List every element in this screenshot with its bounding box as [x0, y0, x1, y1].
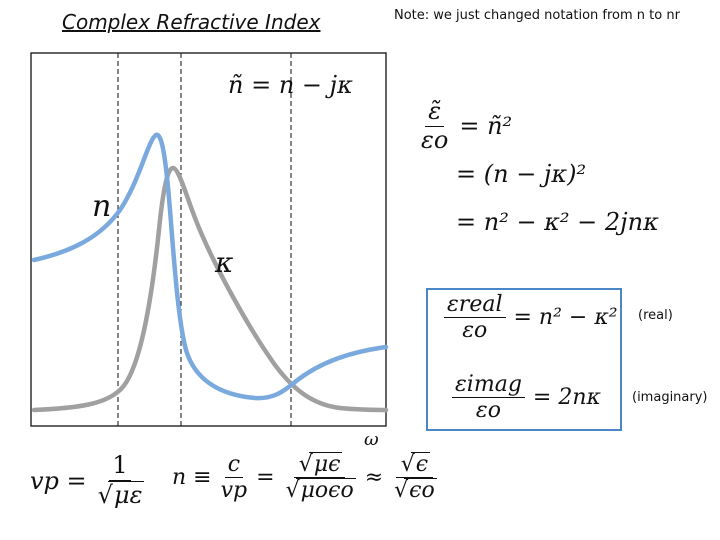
n-den-2: μoϵo: [295, 478, 356, 503]
imag-rhs: = 2nκ: [532, 385, 601, 411]
kappa-curve-label: κ: [214, 246, 233, 279]
refractive-index-definition: n ≡ c vp = μϵ μoϵo ≈ ϵ ϵo: [172, 452, 440, 504]
notation-note: Note: we just changed notation from n to…: [394, 8, 680, 23]
ratio-numerator: ε̃: [425, 97, 445, 127]
results-box: [426, 288, 622, 431]
n-den-3: ϵo: [404, 478, 437, 503]
imag-denominator: εo: [475, 398, 501, 424]
equals-sign: =: [256, 465, 275, 491]
n-den-1: vp: [220, 478, 248, 504]
slide-title: Complex Refractive Index: [62, 10, 321, 34]
refractive-index-plot: ñ = n − jκ n κ ω: [30, 52, 389, 450]
imaginary-label: (imaginary): [632, 390, 708, 405]
real-label: (real): [638, 308, 673, 323]
permittivity-ratio: ε̃ εo: [418, 97, 451, 154]
n-curve-label: n: [92, 189, 111, 224]
real-numerator: εreal: [444, 292, 506, 319]
permittivity-derivation: ε̃ εo = ñ²: [418, 97, 513, 154]
ratio-denominator: εo: [421, 125, 449, 154]
derivation-line-3: = n² − κ² − 2jnκ: [456, 208, 659, 236]
n-num-1: c: [224, 452, 244, 479]
n-lhs: n ≡: [172, 465, 212, 491]
real-rhs: = n² − κ²: [513, 305, 618, 331]
plot-frame: [30, 52, 387, 427]
phase-velocity-equation: vp = 1 με: [30, 451, 147, 509]
x-axis-label: ω: [364, 429, 379, 450]
vp-numerator: 1: [109, 451, 131, 481]
n-curve: [31, 132, 389, 401]
n-num-3: ϵ: [410, 452, 431, 477]
kappa-curve: [31, 165, 389, 413]
vp-denominator: με: [107, 480, 145, 508]
imag-numerator: εimag: [452, 372, 525, 399]
imag-part-equation: εimag εo = 2nκ: [452, 372, 601, 424]
n-num-2: μϵ: [308, 452, 343, 477]
complex-index-equation: ñ = n − jκ: [228, 71, 353, 99]
derivation-line-1: = ñ²: [459, 112, 513, 141]
derivation-line-2: = (n − jκ)²: [456, 160, 587, 188]
approx-sign: ≈: [364, 465, 384, 491]
real-denominator: εo: [462, 318, 488, 344]
real-part-equation: εreal εo = n² − κ²: [444, 292, 618, 344]
vp-lhs: vp =: [30, 466, 87, 495]
